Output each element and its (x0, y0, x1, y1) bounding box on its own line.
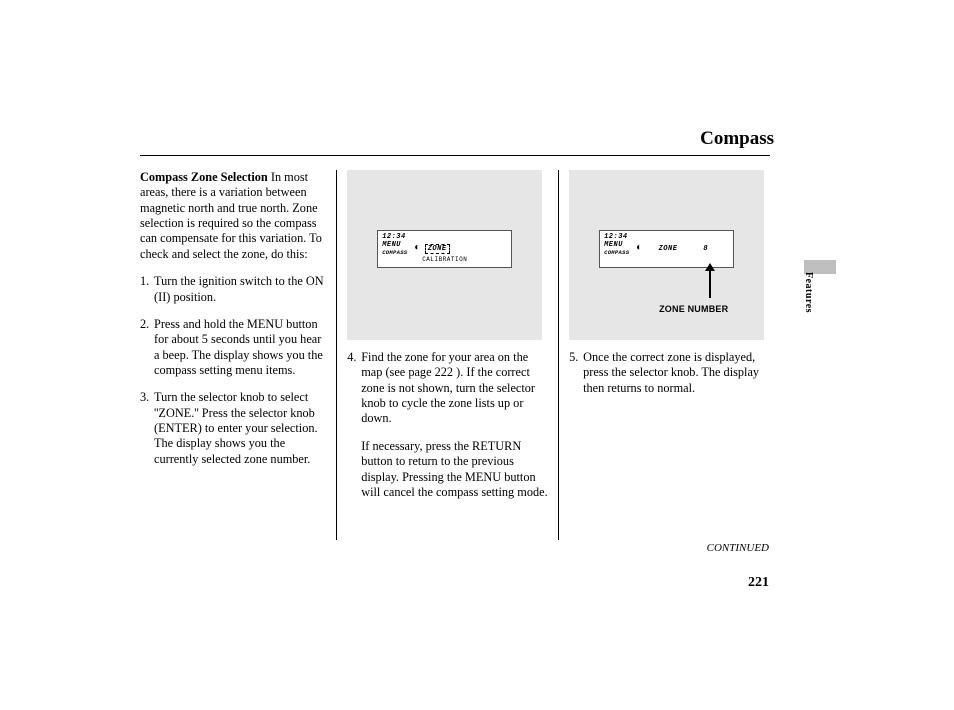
lcd-row-main: MENU COMPASS ◐ ZONE 8 (604, 241, 729, 256)
column-divider (336, 170, 337, 540)
lcd-submenu: COMPASS (382, 250, 410, 257)
title-rule (140, 155, 770, 156)
section-label: Features (803, 272, 814, 313)
lcd-figure-1: 12:34 MENU COMPASS ◐ ZONE CALIBRATION (347, 170, 542, 340)
step-note: If necessary, press the RETURN button to… (347, 439, 548, 500)
lcd-zone-label: ZONE (659, 245, 678, 253)
step-text: Once the correct zone is displayed, pres… (583, 350, 770, 396)
zone-number-label: ZONE NUMBER (659, 304, 728, 315)
lcd-figure-2: 12:34 MENU COMPASS ◐ ZONE 8 ZONE NUMBER (569, 170, 764, 340)
column-2: 12:34 MENU COMPASS ◐ ZONE CALIBRATION 4.… (347, 170, 558, 540)
lcd-clock: 12:34 (604, 233, 729, 241)
step-3: 3. Turn the selector knob to select ''ZO… (140, 390, 326, 467)
step-number: 4. (347, 350, 361, 427)
page-number: 221 (748, 575, 769, 591)
step-number: 2. (140, 317, 154, 378)
note-text: If necessary, press the RETURN button to… (361, 439, 548, 500)
step-spacer (347, 439, 361, 500)
continued-label: CONTINUED (707, 542, 769, 554)
lcd-zone-number: 8 (703, 245, 708, 253)
arrow-line (709, 268, 711, 298)
column-1: Compass Zone Selection In most areas, th… (140, 170, 336, 540)
step-number: 3. (140, 390, 154, 467)
lcd-row-main: MENU COMPASS ◐ ZONE (382, 241, 507, 256)
manual-page: Compass Features Compass Zone Selection … (0, 0, 954, 710)
step-number: 5. (569, 350, 583, 396)
column-divider (558, 170, 559, 540)
step-1: 1. Turn the ignition switch to the ON (I… (140, 274, 326, 305)
step-5: 5. Once the correct zone is displayed, p… (569, 350, 770, 396)
step-text: Turn the selector knob to select ''ZONE.… (154, 390, 326, 467)
lcd-submenu: COMPASS (604, 250, 632, 257)
globe-icon: ◐ (414, 243, 421, 255)
step-2: 2. Press and hold the MENU button for ab… (140, 317, 326, 378)
lcd-menu-stack: MENU COMPASS (604, 241, 632, 256)
lcd-calibration: CALIBRATION (422, 256, 507, 263)
page-title: Compass (700, 128, 774, 150)
step-number: 1. (140, 274, 154, 305)
lcd-screen-1: 12:34 MENU COMPASS ◐ ZONE CALIBRATION (377, 230, 512, 268)
step-text: Find the zone for your area on the map (… (361, 350, 548, 427)
content-columns: Compass Zone Selection In most areas, th… (140, 170, 780, 540)
lcd-clock: 12:34 (382, 233, 507, 241)
intro-block: Compass Zone Selection In most areas, th… (140, 170, 326, 262)
step-text: Press and hold the MENU button for about… (154, 317, 326, 378)
lcd-zone-selected: ZONE (425, 244, 450, 254)
column-3: 12:34 MENU COMPASS ◐ ZONE 8 ZONE NUMBER (569, 170, 780, 540)
step-4: 4. Find the zone for your area on the ma… (347, 350, 548, 427)
lcd-menu-stack: MENU COMPASS (382, 241, 410, 256)
globe-icon: ◐ (636, 243, 643, 255)
subheading: Compass Zone Selection (140, 170, 268, 184)
step-text: Turn the ignition switch to the ON (II) … (154, 274, 326, 305)
